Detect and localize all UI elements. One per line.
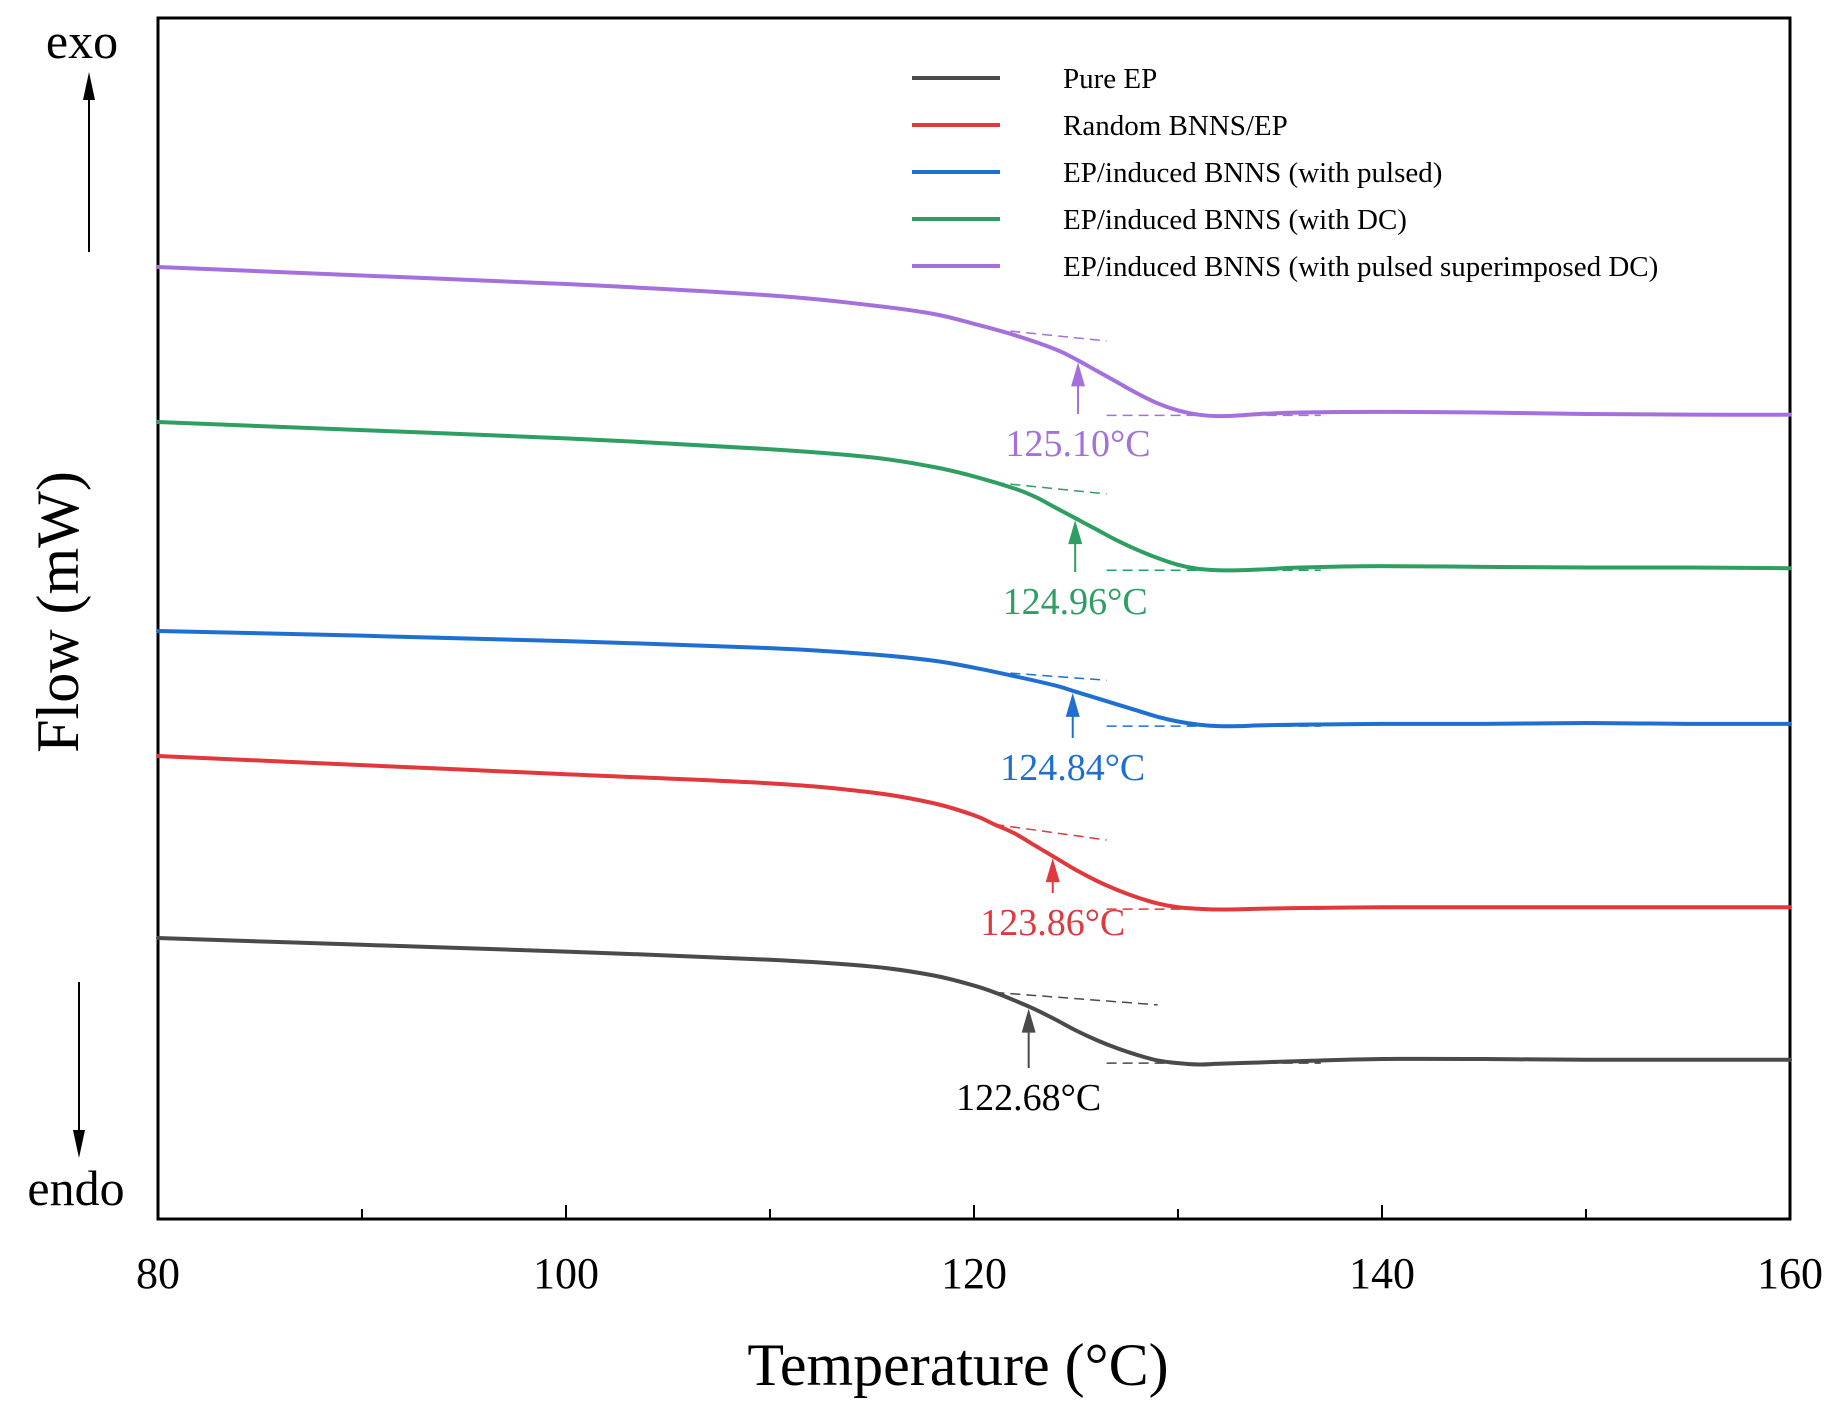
legend: Pure EP Random BNNS/EP EP/induced BNNS (wi… [912,63,1658,283]
tg-label: 123.86°C [980,902,1125,944]
tg-label: 124.84°C [1000,747,1145,789]
legend-label: EP/induced BNNS (with pulsed superimpose… [1063,251,1658,283]
legend-label: Random BNNS/EP [1063,110,1288,142]
tg-label: 125.10°C [1006,423,1151,465]
tg-arrow-head [1065,692,1080,717]
x-tick-label: 100 [533,1249,599,1298]
endo-arrow-head [73,1130,85,1158]
legend-label: Pure EP [1063,63,1157,95]
series-line [156,754,1792,912]
exo-arrow-head [83,72,95,100]
x-axis-ticks: 80 100 120 140 160 [136,1205,1823,1298]
onset-tangent [994,991,1158,1006]
tg-arrow-head [1021,1008,1036,1033]
y-axis-title: Flow (mW) [25,471,91,753]
tg-arrow-head [1068,520,1083,545]
onset-tangent [994,481,1107,495]
series-lines [156,265,1792,1067]
series-line [156,629,1792,729]
x-tick-label: 160 [1757,1249,1823,1298]
tg-arrow-head [1071,362,1086,387]
x-tick-label: 120 [941,1249,1007,1298]
series-line [156,936,1792,1067]
onset-tangent [994,823,1107,841]
tg-label: 122.68°C [956,1077,1101,1119]
series-line [156,265,1792,419]
tg-annotations: 122.68°C 123.86°C 124.84°C 124.96°C 125.10°C [956,362,1151,1119]
legend-label: EP/induced BNNS (with pulsed) [1063,157,1442,189]
x-tick-label: 80 [136,1249,180,1298]
legend-label: EP/induced BNNS (with DC) [1063,204,1407,236]
endo-label: endo [27,1160,124,1216]
onset-tangent [994,328,1107,342]
tg-label: 124.96°C [1003,581,1148,623]
series-line [156,420,1792,573]
x-axis-title: Temperature (°C) [747,1332,1168,1398]
plot-frame [156,16,1792,1221]
x-tick-label: 140 [1349,1249,1415,1298]
tg-arrow-head [1045,858,1060,883]
exo-label: exo [46,13,118,69]
onset-tangent [994,671,1107,681]
